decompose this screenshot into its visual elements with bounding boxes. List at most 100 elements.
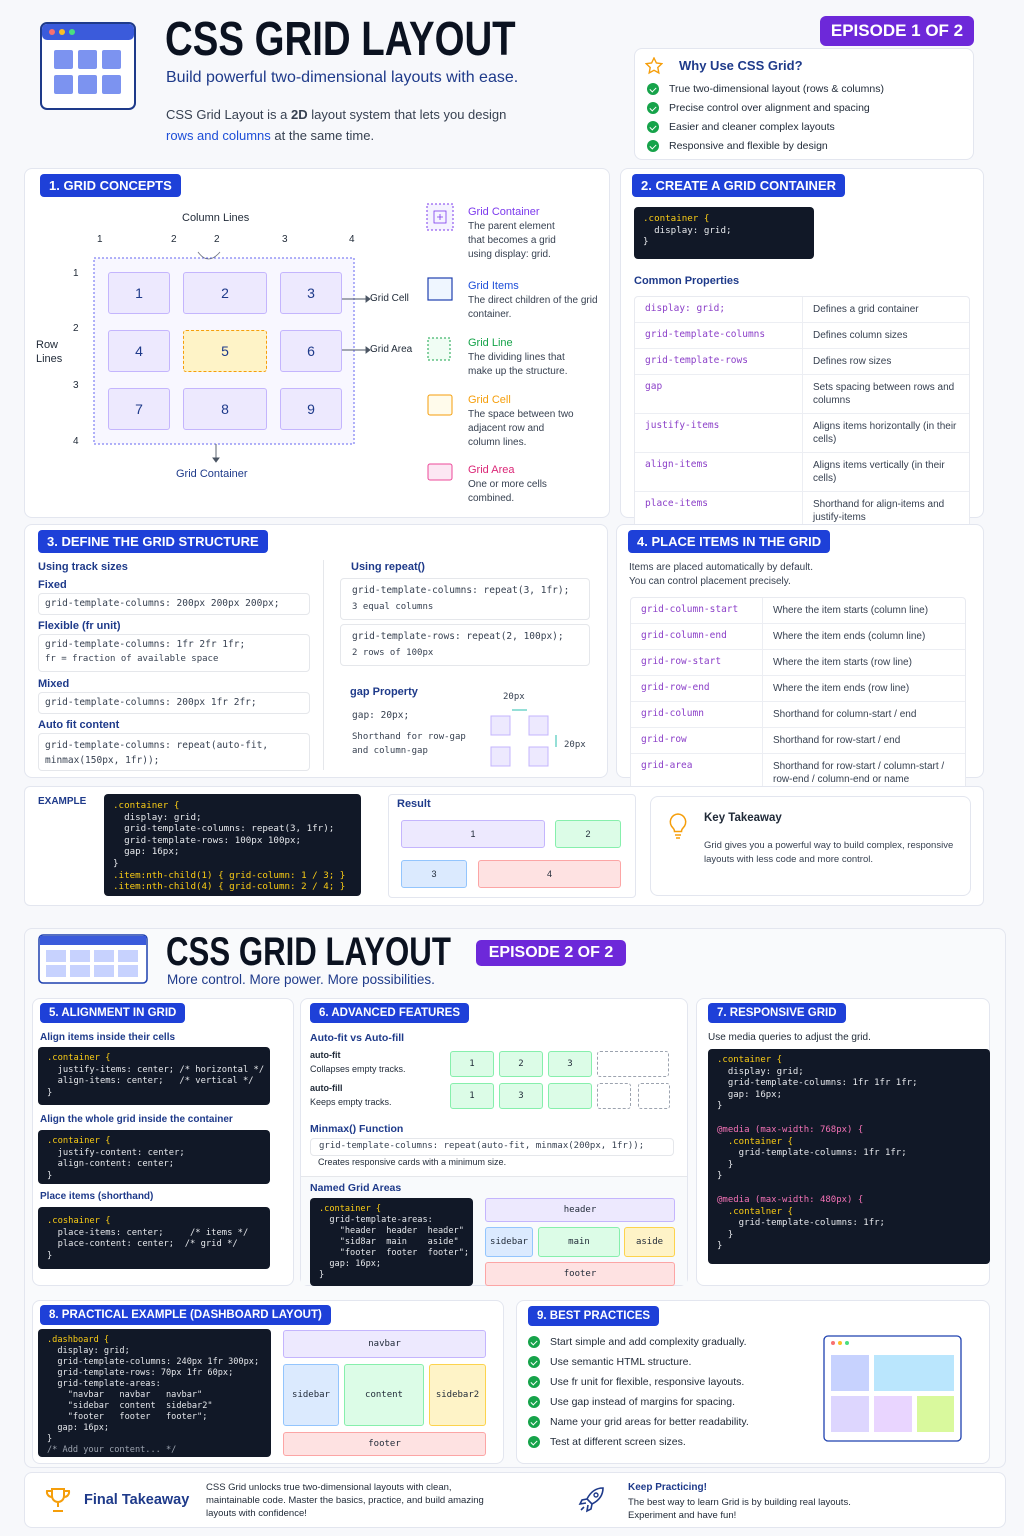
description: Defines column sizes <box>813 330 908 341</box>
table-row: justify-items Aligns items horizontally (… <box>635 414 969 453</box>
label: Place items (shorthand) <box>40 1191 154 1202</box>
g <box>212 295 371 463</box>
title: Grid Container <box>468 206 540 218</box>
trophy-icon <box>45 1488 71 1512</box>
property: grid-column-end <box>631 624 763 649</box>
property: grid-column-start <box>631 598 763 623</box>
intro: Items are placed automatically by defaul… <box>629 562 813 573</box>
path <box>669 813 687 833</box>
cells: 5 <box>183 330 267 372</box>
code: } <box>47 1087 53 1098</box>
code: "footer footer footer"; <box>319 1248 470 1258</box>
code: display: grid; <box>643 224 732 236</box>
description: Defines row sizes <box>813 356 892 367</box>
code: .container { justify-content: center; al… <box>38 1130 270 1184</box>
path <box>365 346 371 354</box>
fit-text: Collapses empty tracks. <box>310 1064 406 1074</box>
code: "navbar navbar navbar" <box>47 1390 203 1400</box>
text: The space between two adjacent row and c… <box>468 409 574 448</box>
text: CSS Grid unlocks true two-dimensional la… <box>206 1482 484 1519</box>
code: grid-template-columns: repeat(3, 1fr); <box>113 823 335 835</box>
code: .contalner { <box>717 1206 793 1217</box>
track-sizes: Using track sizes <box>38 561 128 573</box>
description: Where the item starts (row line) <box>773 657 912 668</box>
code: grid-template-columns: 200px 1fr 2fr; <box>38 692 310 714</box>
code: display: grid; <box>113 811 202 823</box>
fill-label: auto-fill <box>310 1083 343 1093</box>
code: grid-template-columns: 200px 200px 200px… <box>38 593 310 615</box>
a <box>645 57 663 75</box>
table-row: grid-column-start Where the item starts (… <box>631 598 965 624</box>
gap-diagram <box>490 709 557 767</box>
code: grid-template-columns: 240px 1fr 300px; <box>47 1357 260 1367</box>
bulb-icon <box>669 813 687 839</box>
title: Minmax() Function <box>310 1123 404 1135</box>
items: Test at different screen sizes. <box>528 1436 749 1448</box>
description: Where the item ends (column line) <box>773 631 926 642</box>
cells: 2 <box>183 272 267 314</box>
title: Grid Cell <box>468 394 511 406</box>
circle <box>49 29 55 35</box>
code: .container { <box>717 1055 783 1065</box>
code: justify-content: center; <box>47 1147 185 1158</box>
code: .container { display: grid; grid-templat… <box>708 1049 990 1264</box>
property: align-items <box>635 453 803 491</box>
code: grid-template-columns: repeat(auto-fit, … <box>310 1138 674 1156</box>
code: justify-items: center; /* horizontal */ <box>47 1064 265 1075</box>
title: 1. GRID CONCEPTS <box>40 174 181 197</box>
rect <box>102 50 121 69</box>
code: } <box>47 1250 53 1261</box>
logo2 <box>38 934 148 984</box>
description: Defines a grid container <box>813 304 919 315</box>
code: .container { justify-items: center; /* h… <box>38 1047 270 1105</box>
title: 5. ALIGNMENT IN GRID <box>40 1003 186 1023</box>
code: gap: 20px; <box>352 710 410 721</box>
code: grid-template-columns: 1fr 1fr; <box>717 1148 907 1159</box>
tbl: grid-column-start Where the item starts (… <box>630 597 966 793</box>
code: grid-template-columns: repeat(3, 1fr); <box>352 585 570 596</box>
box: grid-template-columns: repeat(3, 1fr); 3 … <box>340 578 590 620</box>
fit-cells: 1 <box>450 1051 494 1077</box>
code: } <box>319 1270 325 1280</box>
path <box>197 251 221 260</box>
rect <box>102 75 121 94</box>
rect <box>94 950 114 962</box>
rect <box>831 1396 869 1432</box>
code: grid-template-rows: 100px 100px; <box>113 834 302 846</box>
code: grid-template-columns: 1fr 2fr 1fr; <box>45 639 246 650</box>
rect <box>831 1355 869 1391</box>
items: Use gap instead of margins for spacing. <box>528 1396 749 1408</box>
description: Aligns items horizontally (in their cell… <box>813 421 957 445</box>
code: gap: 16px; <box>717 1089 783 1100</box>
code: gap: 16px; <box>319 1259 382 1269</box>
cells: 6 <box>280 330 342 372</box>
rect <box>433 210 447 224</box>
g <box>512 709 557 747</box>
cells: 4 <box>108 330 170 372</box>
note: 2 rows of 100px <box>352 648 434 658</box>
code: grid-template-areas: <box>319 1215 433 1225</box>
rect <box>490 746 511 767</box>
items: Responsive and flexible by design <box>647 140 884 152</box>
code: } <box>717 1101 723 1112</box>
rect <box>118 950 138 962</box>
title: 6. ADVANCED FEATURES <box>310 1003 469 1023</box>
path <box>645 57 663 75</box>
code: grid-template-rows: 70px 1fr 60px; <box>47 1368 234 1378</box>
table-row: grid-column-end Where the item ends (colu… <box>631 624 965 650</box>
code: gap: 16px; <box>47 1423 110 1433</box>
note: fr = fraction of available space <box>45 654 219 664</box>
legend-icons <box>426 203 454 481</box>
code: .container { <box>717 1136 793 1147</box>
property: grid-row <box>631 728 763 753</box>
items: 1 <box>401 820 545 848</box>
code: grid-template-columns: 1fr; <box>717 1218 885 1229</box>
circle <box>845 1341 849 1345</box>
cells: 7 <box>108 388 170 430</box>
rocket-icon <box>578 1487 604 1513</box>
text: The dividing lines that make up the stru… <box>468 352 568 377</box>
title: CSS GRID LAYOUT <box>166 930 451 974</box>
table-row: grid-template-columns Defines column size… <box>635 323 969 349</box>
g <box>490 715 549 767</box>
